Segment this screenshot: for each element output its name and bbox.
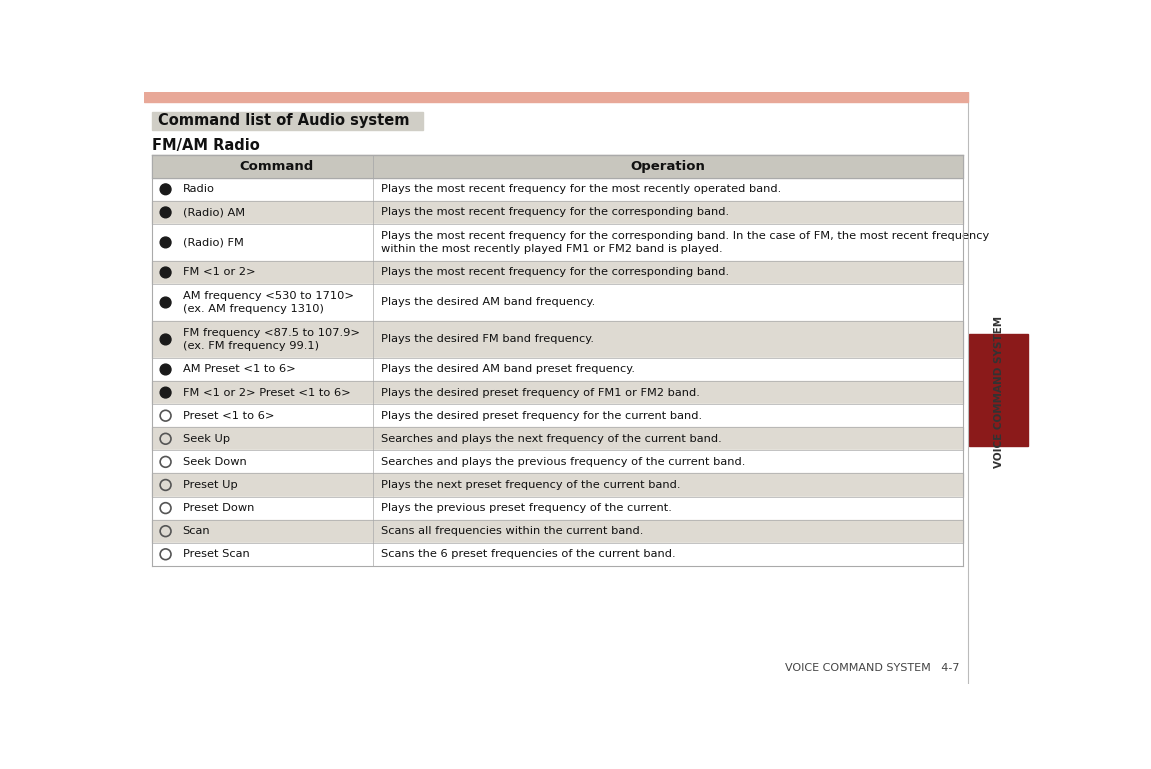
Text: Searches and plays the next frequency of the current band.: Searches and plays the next frequency of… bbox=[381, 434, 722, 444]
Bar bbox=[152, 520, 963, 543]
Text: FM/AM Radio: FM/AM Radio bbox=[152, 138, 259, 153]
Bar bbox=[152, 474, 963, 497]
Text: Plays the next preset frequency of the current band.: Plays the next preset frequency of the c… bbox=[381, 480, 680, 490]
Text: Plays the previous preset frequency of the current.: Plays the previous preset frequency of t… bbox=[381, 503, 672, 513]
Text: (Radio) FM: (Radio) FM bbox=[183, 238, 244, 248]
Text: Command list of Audio system: Command list of Audio system bbox=[158, 113, 410, 128]
Bar bbox=[152, 321, 963, 358]
Text: Scans all frequencies within the current band.: Scans all frequencies within the current… bbox=[381, 526, 643, 536]
Text: Plays the desired AM band frequency.: Plays the desired AM band frequency. bbox=[381, 298, 595, 308]
Bar bbox=[152, 178, 963, 201]
Text: Plays the desired preset frequency for the current band.: Plays the desired preset frequency for t… bbox=[381, 411, 702, 421]
Text: Preset Down: Preset Down bbox=[183, 503, 254, 513]
Bar bbox=[152, 284, 963, 321]
Bar bbox=[152, 381, 963, 404]
Text: Plays the desired AM band preset frequency.: Plays the desired AM band preset frequen… bbox=[381, 365, 635, 375]
Text: Preset <1 to 6>: Preset <1 to 6> bbox=[183, 411, 274, 421]
Text: Searches and plays the previous frequency of the current band.: Searches and plays the previous frequenc… bbox=[381, 457, 746, 467]
Circle shape bbox=[160, 237, 171, 248]
Bar bbox=[152, 201, 963, 224]
Text: Scan: Scan bbox=[183, 526, 211, 536]
Bar bbox=[152, 428, 963, 451]
Text: Plays the desired FM band frequency.: Plays the desired FM band frequency. bbox=[381, 335, 594, 345]
Text: Radio: Radio bbox=[183, 185, 214, 195]
Text: (Radio) AM: (Radio) AM bbox=[183, 208, 245, 218]
Text: Plays the desired preset frequency of FM1 or FM2 band.: Plays the desired preset frequency of FM… bbox=[381, 388, 700, 398]
Text: Operation: Operation bbox=[631, 160, 706, 173]
Circle shape bbox=[160, 364, 171, 375]
Text: VOICE COMMAND SYSTEM   4-7: VOICE COMMAND SYSTEM 4-7 bbox=[785, 663, 959, 673]
Bar bbox=[152, 543, 963, 566]
Text: Preset Up: Preset Up bbox=[183, 480, 237, 490]
Text: Plays the most recent frequency for the corresponding band. In the case of FM, t: Plays the most recent frequency for the … bbox=[381, 231, 989, 254]
Circle shape bbox=[160, 267, 171, 278]
Circle shape bbox=[160, 184, 171, 195]
Bar bbox=[152, 404, 963, 428]
Text: Plays the most recent frequency for the most recently operated band.: Plays the most recent frequency for the … bbox=[381, 185, 782, 195]
Text: Seek Up: Seek Up bbox=[183, 434, 230, 444]
Bar bbox=[152, 358, 963, 381]
Text: Scans the 6 preset frequencies of the current band.: Scans the 6 preset frequencies of the cu… bbox=[381, 549, 676, 559]
Text: FM <1 or 2>: FM <1 or 2> bbox=[183, 268, 256, 278]
Text: Preset Scan: Preset Scan bbox=[183, 549, 250, 559]
Circle shape bbox=[160, 387, 171, 398]
Text: Plays the most recent frequency for the corresponding band.: Plays the most recent frequency for the … bbox=[381, 208, 729, 218]
Bar bbox=[968, 92, 1036, 684]
Text: Plays the most recent frequency for the corresponding band.: Plays the most recent frequency for the … bbox=[381, 268, 729, 278]
Text: Command: Command bbox=[239, 160, 313, 173]
Bar bbox=[152, 224, 963, 261]
Circle shape bbox=[160, 334, 171, 345]
Bar bbox=[152, 112, 422, 130]
Circle shape bbox=[160, 297, 171, 308]
Text: AM frequency <530 to 1710>
(ex. AM frequency 1310): AM frequency <530 to 1710> (ex. AM frequ… bbox=[183, 291, 353, 314]
Text: FM frequency <87.5 to 107.9>
(ex. FM frequency 99.1): FM frequency <87.5 to 107.9> (ex. FM fre… bbox=[183, 328, 359, 351]
Bar bbox=[969, 334, 1028, 446]
Text: VOICE COMMAND SYSTEM: VOICE COMMAND SYSTEM bbox=[993, 316, 1004, 468]
Text: FM <1 or 2> Preset <1 to 6>: FM <1 or 2> Preset <1 to 6> bbox=[183, 388, 350, 398]
Circle shape bbox=[160, 207, 171, 218]
Bar bbox=[152, 155, 963, 178]
Bar bbox=[152, 497, 963, 520]
Text: Seek Down: Seek Down bbox=[183, 457, 246, 467]
Bar bbox=[152, 261, 963, 284]
Text: AM Preset <1 to 6>: AM Preset <1 to 6> bbox=[183, 365, 296, 375]
Bar bbox=[144, 92, 968, 102]
Bar bbox=[152, 451, 963, 474]
